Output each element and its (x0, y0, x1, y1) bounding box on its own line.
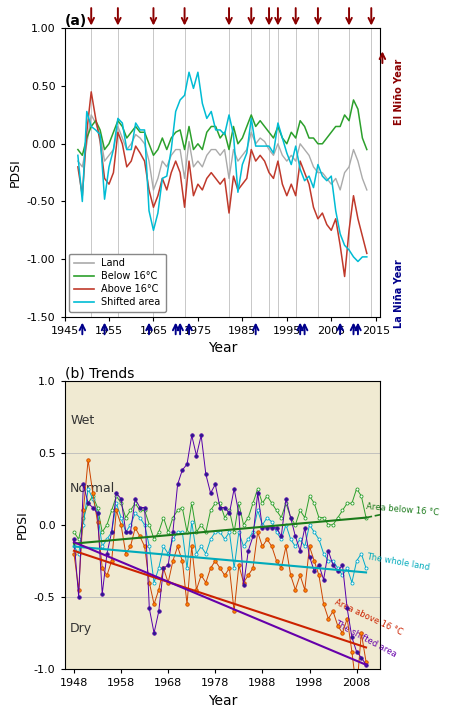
Text: (b) Trends: (b) Trends (64, 367, 134, 381)
Text: Area above 16 °C: Area above 16 °C (333, 598, 404, 637)
Text: Dry: Dry (70, 622, 92, 635)
Text: Area below 16 °C: Area below 16 °C (366, 503, 439, 518)
Text: El Niño Year: El Niño Year (394, 59, 404, 125)
Text: Normal: Normal (70, 483, 116, 495)
X-axis label: Year: Year (208, 694, 237, 707)
Text: The whole land: The whole land (366, 553, 431, 572)
Legend: Land, Below 16°C, Above 16°C, Shifted area: Land, Below 16°C, Above 16°C, Shifted ar… (69, 253, 165, 312)
X-axis label: Year: Year (208, 342, 237, 355)
Text: La Niña Year: La Niña Year (394, 259, 404, 328)
Y-axis label: PDSI: PDSI (15, 511, 28, 539)
Text: (a): (a) (64, 14, 87, 29)
Text: The shifted area: The shifted area (333, 619, 398, 659)
Y-axis label: PDSI: PDSI (9, 158, 21, 187)
Text: Wet: Wet (70, 415, 94, 427)
